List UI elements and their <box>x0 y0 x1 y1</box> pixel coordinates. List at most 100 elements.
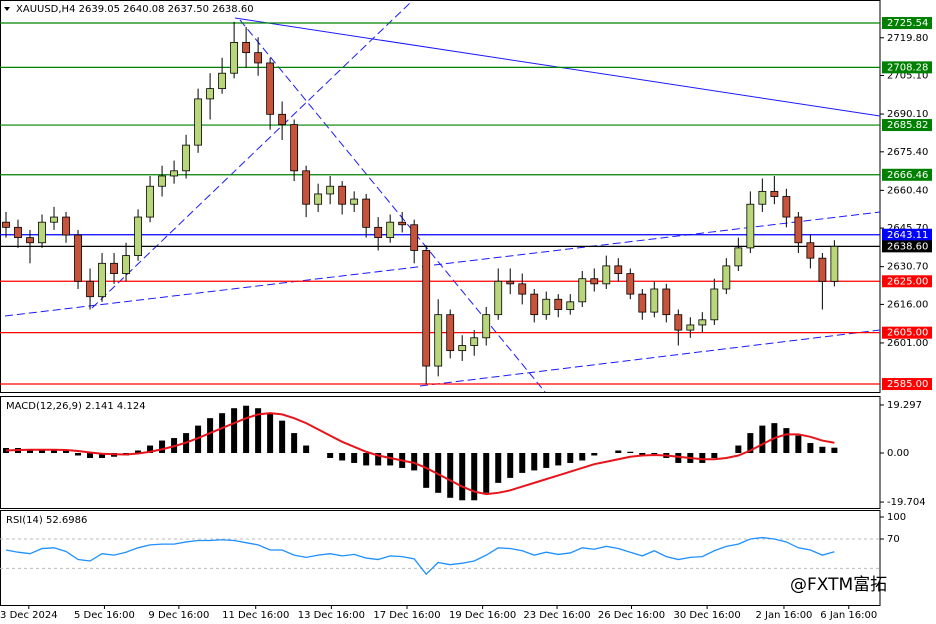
candle-body <box>518 283 527 295</box>
macd-bar <box>339 452 346 461</box>
candle-body <box>38 221 46 244</box>
macd-bar <box>567 452 574 463</box>
x-tick-label: 23 Dec 16:00 <box>523 610 590 621</box>
main-panel <box>0 0 881 393</box>
candle-body <box>746 203 755 249</box>
rsi-title: RSI(14) 52.6986 <box>6 515 87 526</box>
candle-body <box>458 345 467 352</box>
candle-body <box>14 226 22 239</box>
macd-bar <box>75 452 82 456</box>
macd-bar <box>795 435 802 453</box>
candle-body <box>122 255 130 274</box>
candle-body <box>542 298 551 316</box>
level-label-box <box>882 119 932 132</box>
candle-body <box>230 41 239 74</box>
candle-body <box>446 314 455 352</box>
candle-body <box>146 185 154 218</box>
candle-body <box>194 98 202 146</box>
macd-bar <box>27 449 34 453</box>
candle-body <box>362 198 371 228</box>
macd-bar <box>471 452 478 501</box>
macd-bar <box>627 451 634 453</box>
candle-body <box>482 314 491 339</box>
macd-bar <box>387 452 394 466</box>
macd-bar <box>735 445 742 453</box>
macd-bar <box>555 452 562 466</box>
candle-body <box>338 185 347 205</box>
x-tick-label: 17 Dec 16:00 <box>373 610 440 621</box>
candle-body <box>242 41 251 54</box>
candle-body <box>2 221 10 228</box>
y-tick-label: 2616.00 <box>887 299 928 310</box>
y-tick-label: 100 <box>887 512 906 523</box>
macd-title: MACD(12,26,9) 2.141 4.124 <box>6 401 146 412</box>
macd-bar <box>699 452 706 463</box>
candle-body <box>134 216 142 256</box>
macd-bar <box>291 433 298 453</box>
y-tick-label: 2645.70 <box>887 223 928 234</box>
macd-bar <box>303 445 310 453</box>
x-tick-label: 6 Jan 16:00 <box>820 610 877 621</box>
macd-bar <box>255 408 262 453</box>
level-label-box <box>882 168 932 181</box>
y-tick-label: 2690.10 <box>887 109 928 120</box>
candle-body <box>218 72 227 90</box>
candle-body <box>638 293 647 313</box>
candle-body <box>782 196 791 218</box>
candle-body <box>698 319 707 326</box>
candle-body <box>314 193 323 205</box>
candle-body <box>470 337 479 346</box>
candle-body <box>758 190 767 205</box>
candle-body <box>254 52 263 64</box>
chart-title: XAUUSD,H4 2639.05 2640.08 2637.50 2638.6… <box>16 4 254 15</box>
y-tick-label: 2601.00 <box>887 338 928 349</box>
x-tick-label: 13 Dec 16:00 <box>298 610 365 621</box>
macd-bar <box>219 413 226 453</box>
candle-body <box>494 280 503 316</box>
macd-bar <box>819 446 826 453</box>
macd-bar <box>591 452 598 456</box>
y-tick-label: 2660.40 <box>887 185 928 196</box>
macd-bar <box>807 443 814 453</box>
candle-body <box>386 221 395 239</box>
macd-bar <box>543 452 550 468</box>
macd-bar <box>87 452 94 458</box>
macd-bar <box>135 450 142 453</box>
y-tick-label: 2719.80 <box>887 33 928 44</box>
macd-bar <box>675 452 682 463</box>
y-tick-label: 19.297 <box>887 400 922 411</box>
macd-bar <box>831 447 838 453</box>
level-label: 2585.00 <box>887 379 928 390</box>
macd-bar <box>267 413 274 453</box>
y-tick-label: 0.00 <box>887 448 909 459</box>
candle-body <box>710 288 719 321</box>
level-label: 2638.60 <box>887 241 928 252</box>
macd-bar <box>651 452 658 455</box>
trendline <box>419 329 881 387</box>
macd-bar <box>483 452 490 493</box>
level-label: 2643.11 <box>887 230 928 241</box>
trendline <box>239 19 546 393</box>
level-label-box <box>882 228 932 241</box>
candle-body <box>422 250 431 367</box>
candle-body <box>170 170 178 177</box>
candle-body <box>374 226 383 239</box>
signal-line <box>5 412 835 496</box>
candle-body <box>98 262 106 298</box>
macd-bar <box>495 452 502 483</box>
macd-bar <box>639 452 646 456</box>
y-tick-label: 70 <box>887 534 900 545</box>
candle-body <box>350 198 359 205</box>
y-tick-label: -19.704 <box>887 497 926 508</box>
candle-body <box>434 314 443 367</box>
macd-bar <box>279 420 286 453</box>
macd-bar <box>243 405 250 453</box>
candle-body <box>74 234 82 282</box>
trendline <box>91 2 411 309</box>
x-tick-label: 9 Dec 16:00 <box>148 610 209 621</box>
macd-bar <box>615 450 622 453</box>
candle-body <box>50 216 58 223</box>
candle-body <box>686 324 695 331</box>
